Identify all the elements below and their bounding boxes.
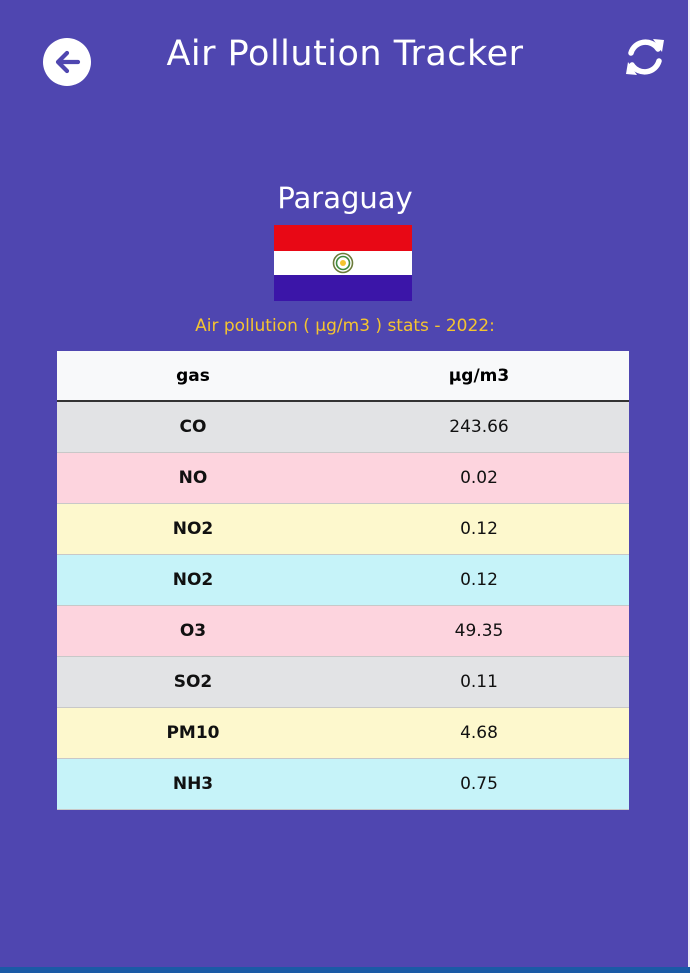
app-header: Air Pollution Tracker [0,0,690,120]
arrow-left-icon [55,50,81,74]
column-header-value: µg/m3 [329,351,629,402]
back-button[interactable] [43,38,91,86]
value-cell: 0.75 [329,758,629,810]
pollution-table: gas µg/m3 CO 243.66 NO 0.02 NO2 0.12 NO2… [57,351,629,810]
gas-cell: NH3 [57,758,329,810]
paraguay-flag [274,225,412,301]
column-header-gas: gas [57,351,329,402]
bottom-strip [0,967,690,973]
refresh-button[interactable] [620,32,670,82]
value-cell: 0.02 [329,452,629,504]
table-row: O3 49.35 [57,605,629,657]
table-row: NO 0.02 [57,452,629,504]
value-cell: 49.35 [329,605,629,657]
app-title: Air Pollution Tracker [166,34,524,74]
value-cell: 0.11 [329,656,629,708]
value-cell: 0.12 [329,554,629,606]
gas-cell: NO [57,452,329,504]
table-row: PM10 4.68 [57,707,629,759]
gas-cell: CO [57,401,329,453]
table-row: SO2 0.11 [57,656,629,708]
table-row: NH3 0.75 [57,758,629,810]
table-row: NO2 0.12 [57,503,629,555]
gas-cell: NO2 [57,503,329,555]
value-cell: 4.68 [329,707,629,759]
table-row: CO 243.66 [57,401,629,453]
table-header-row: gas µg/m3 [57,351,629,402]
value-cell: 0.12 [329,503,629,555]
table-row: NO2 0.12 [57,554,629,606]
gas-cell: NO2 [57,554,329,606]
gas-cell: SO2 [57,656,329,708]
gas-cell: O3 [57,605,329,657]
value-cell: 243.66 [329,401,629,453]
flag-emblem [332,252,354,274]
scrollbar-edge [688,0,690,973]
refresh-icon [626,39,664,75]
stats-caption: Air pollution ( µg/m3 ) stats - 2022: [195,316,495,336]
gas-cell: PM10 [57,707,329,759]
country-name: Paraguay [277,181,413,215]
